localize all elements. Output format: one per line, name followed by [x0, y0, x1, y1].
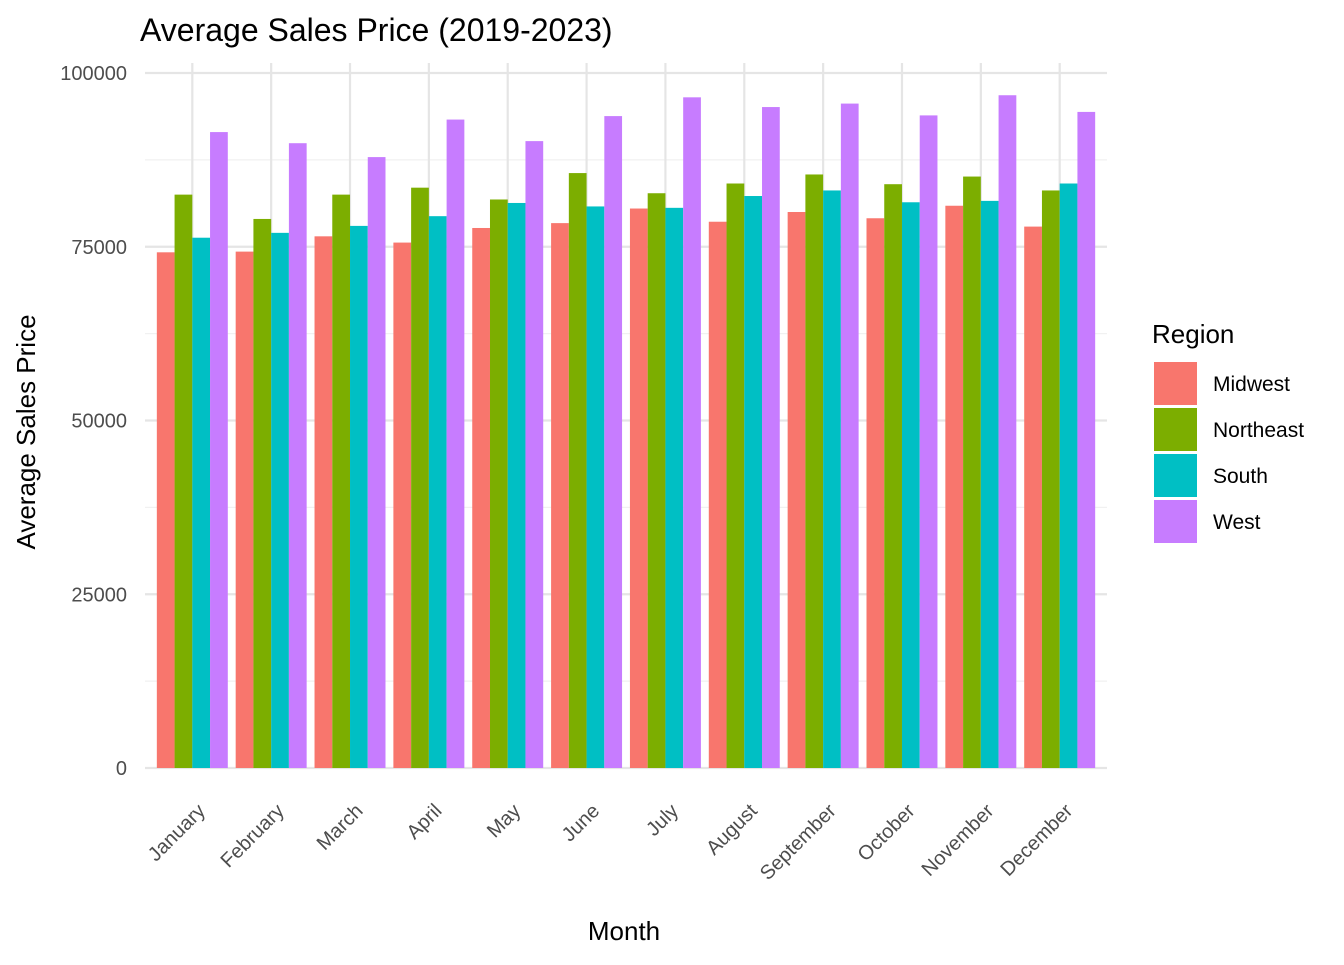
x-tick-label: August: [702, 800, 762, 860]
x-axis-title: Month: [588, 916, 660, 946]
bar-midwest-november: [945, 205, 964, 768]
legend-title: Region: [1152, 319, 1234, 349]
bars-layer: [156, 95, 1096, 769]
x-tick-label: November: [918, 800, 999, 881]
bar-south-february: [271, 232, 289, 769]
bar-northeast-may: [489, 199, 508, 769]
x-tick-label: December: [996, 800, 1077, 881]
bar-northeast-july: [647, 193, 666, 769]
legend-swatch-midwest: [1154, 362, 1197, 405]
bar-midwest-april: [393, 242, 412, 768]
chart-title: Average Sales Price (2019-2023): [140, 12, 613, 48]
bar-west-august: [762, 107, 780, 769]
bar-west-may: [525, 141, 544, 769]
bar-northeast-november: [963, 176, 981, 768]
y-tick-label: 25000: [71, 584, 127, 606]
bar-northeast-february: [253, 218, 272, 768]
bar-south-october: [901, 202, 920, 768]
y-tick-label: 50000: [71, 411, 127, 433]
legend-label-northeast: Northeast: [1213, 419, 1304, 442]
bar-midwest-january: [156, 252, 175, 768]
bar-northeast-june: [568, 173, 587, 768]
bar-south-july: [665, 207, 684, 768]
bar-west-february: [288, 143, 307, 768]
bar-midwest-february: [235, 251, 254, 769]
bar-south-december: [1059, 183, 1078, 768]
x-tick-label: May: [483, 800, 525, 842]
bar-west-october: [919, 115, 938, 768]
x-tick-label: January: [144, 800, 210, 866]
bar-south-september: [823, 190, 841, 768]
bar-midwest-may: [472, 227, 490, 769]
bar-west-june: [604, 116, 623, 769]
bar-northeast-september: [805, 174, 824, 769]
bar-south-august: [744, 196, 763, 768]
x-tick-label: March: [313, 800, 368, 855]
bar-northeast-october: [884, 184, 902, 768]
bar-northeast-december: [1041, 190, 1060, 768]
legend-label-midwest: Midwest: [1213, 373, 1290, 396]
bar-northeast-august: [726, 183, 745, 768]
bar-midwest-march: [314, 236, 333, 768]
bar-midwest-august: [708, 221, 727, 769]
y-tick-label: 75000: [71, 237, 127, 259]
bar-midwest-december: [1024, 226, 1042, 769]
bar-west-july: [683, 97, 701, 768]
bar-south-november: [980, 200, 999, 768]
bar-midwest-september: [787, 212, 806, 768]
bar-south-march: [350, 225, 368, 768]
y-tick-label: 100000: [60, 63, 127, 85]
bar-south-june: [586, 206, 605, 768]
x-tick-label: June: [558, 800, 604, 846]
x-tick-label: April: [403, 800, 447, 844]
bar-west-march: [367, 157, 386, 769]
x-axis-ticks: January February March April May June July Augu…: [144, 800, 1077, 885]
bar-south-april: [428, 216, 447, 769]
bar-south-may: [507, 202, 526, 769]
legend: Region Midwest Northeast South West: [1152, 319, 1304, 543]
bar-northeast-april: [411, 187, 429, 769]
x-tick-label: July: [642, 800, 683, 841]
bar-west-november: [998, 95, 1017, 769]
bar-west-september: [840, 103, 859, 768]
bar-northeast-january: [174, 194, 193, 768]
bar-midwest-july: [629, 208, 648, 768]
x-tick-label: February: [217, 800, 289, 872]
legend-items: Midwest Northeast South West: [1154, 362, 1304, 543]
bar-northeast-march: [332, 194, 351, 768]
y-tick-label: 0: [116, 758, 127, 780]
legend-swatch-west: [1154, 500, 1197, 543]
bar-midwest-october: [866, 218, 885, 768]
x-tick-label: October: [854, 800, 920, 866]
legend-swatch-south: [1154, 454, 1197, 497]
bar-west-april: [446, 119, 465, 768]
bar-south-january: [192, 237, 211, 769]
legend-swatch-northeast: [1154, 408, 1197, 451]
bar-midwest-june: [551, 223, 569, 768]
bar-west-january: [210, 132, 228, 768]
y-axis-title: Average Sales Price: [11, 314, 41, 549]
x-tick-label: September: [756, 800, 841, 885]
bar-west-december: [1077, 111, 1096, 769]
y-axis-ticks: 0 25000 50000 75000 100000: [60, 63, 127, 780]
legend-label-south: South: [1213, 465, 1268, 488]
legend-label-west: West: [1213, 511, 1261, 534]
